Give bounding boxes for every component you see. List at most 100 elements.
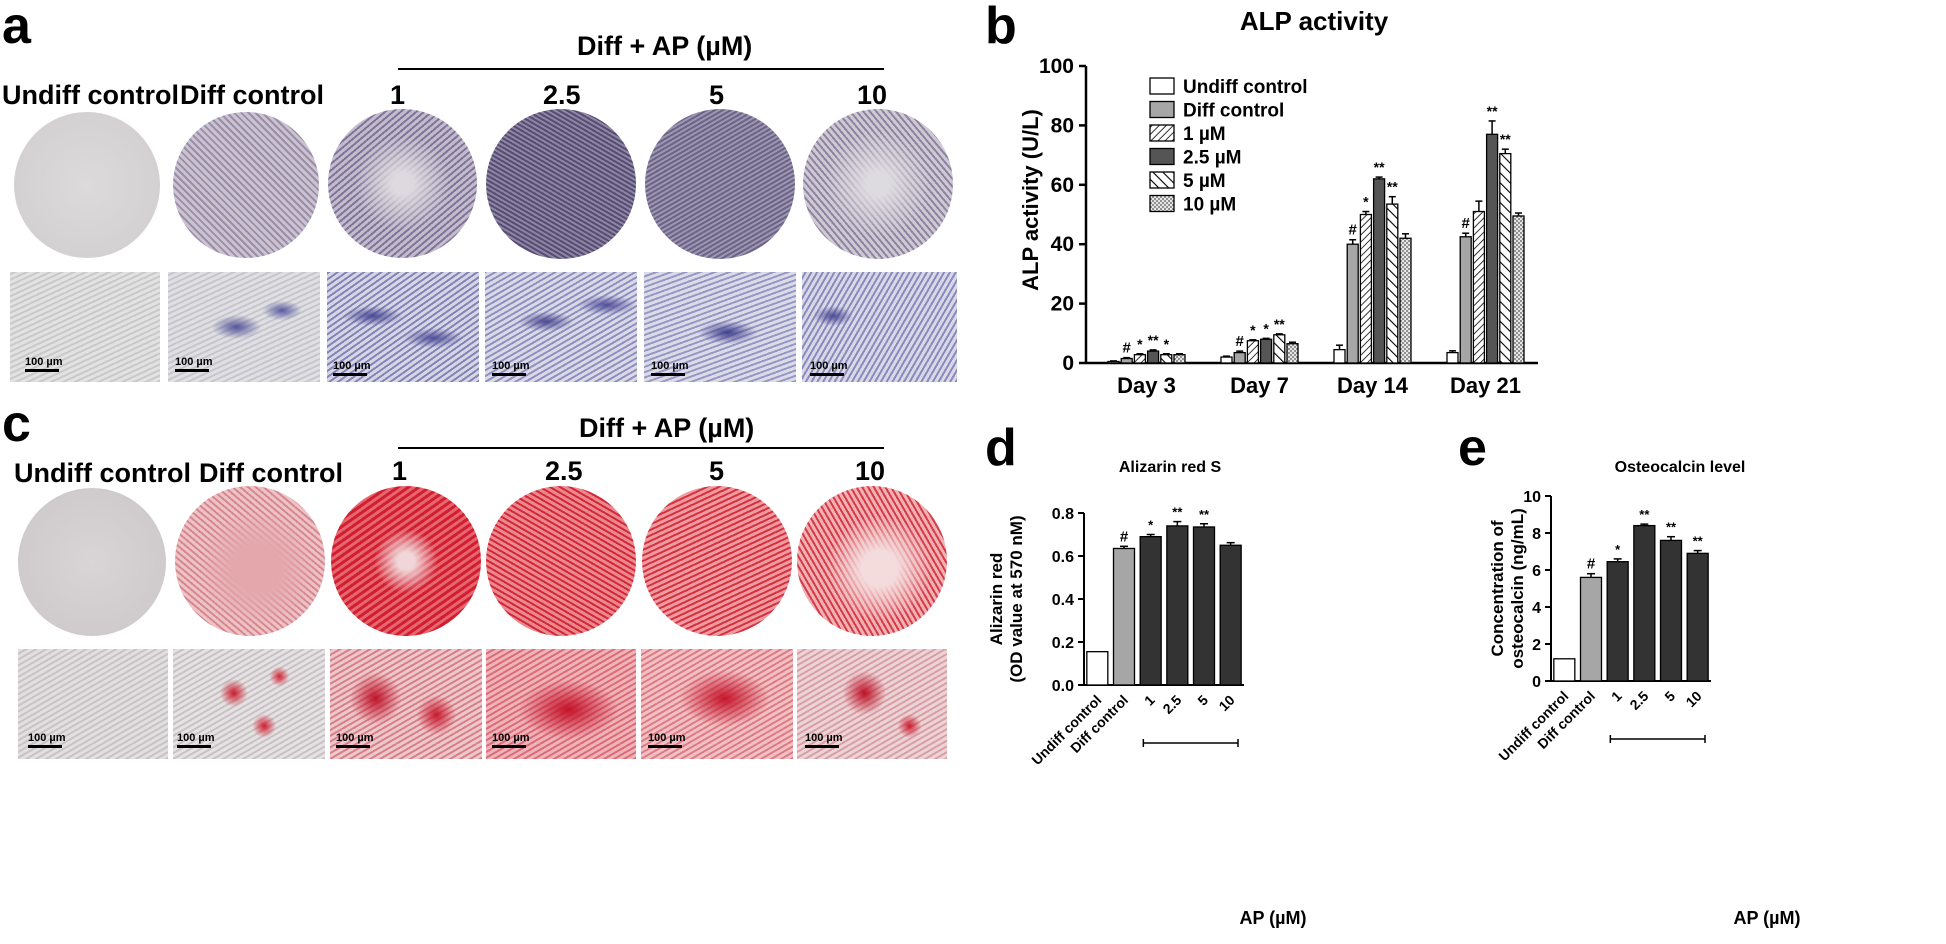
chart-b-bar bbox=[1333, 348, 1346, 364]
scale-bar-undiff-c: 100 µm bbox=[28, 732, 66, 748]
chart-e-significance-mark: # bbox=[1587, 556, 1596, 573]
chart-d-group-label: AP (µM) bbox=[1239, 908, 1306, 928]
chart-d-ylabel-line: Alizarin red bbox=[987, 553, 1006, 646]
chart-b-legend-label: 10 µM bbox=[1183, 195, 1236, 216]
chart-b-significance-mark: * bbox=[1363, 194, 1369, 210]
chart-d-y-tick-label: 0.2 bbox=[1052, 635, 1074, 652]
chart-b-ylabel: ALP activity (U/L) bbox=[1018, 109, 1043, 291]
chart-e-bar bbox=[1686, 552, 1709, 682]
well-image-undiff-c bbox=[18, 488, 166, 636]
micrograph-1-c bbox=[330, 649, 482, 759]
chart-b-y-tick-label: 100 bbox=[1039, 55, 1074, 78]
chart-b-bar bbox=[1173, 354, 1186, 364]
chart-d-y-tick-label: 0.8 bbox=[1052, 506, 1074, 523]
chart-e-category-label: 10 bbox=[1682, 688, 1704, 710]
chart-e-significance-mark: ** bbox=[1666, 520, 1677, 535]
col-label-2-5-c: 2.5 bbox=[545, 456, 583, 486]
chart-e-category-label: 2.5 bbox=[1626, 688, 1651, 713]
chart-b-bar bbox=[1446, 351, 1459, 364]
scale-bar-2-5-c: 100 µm bbox=[492, 732, 530, 748]
chart-d-category-label: 2.5 bbox=[1159, 692, 1184, 717]
micrograph-5-a bbox=[644, 272, 796, 382]
chart-b-legend-label: Undiff control bbox=[1183, 77, 1308, 98]
chart-b-significance-mark: ** bbox=[1500, 131, 1511, 147]
chart-d-category-label: 1 bbox=[1141, 692, 1158, 709]
chart-e-category-label: 5 bbox=[1661, 688, 1678, 705]
chart-e-y-tick-label: 0 bbox=[1532, 674, 1541, 691]
chart-b-bar bbox=[1459, 236, 1472, 364]
chart-b-bar bbox=[1146, 350, 1160, 364]
col-label-5-c: 5 bbox=[709, 456, 725, 486]
well-image-5-c bbox=[642, 486, 792, 636]
chart-e-ylabel-line: Concentration of bbox=[1488, 520, 1507, 656]
chart-e-y-tick-label: 2 bbox=[1532, 637, 1541, 654]
chart-b-category-label: Day 21 bbox=[1450, 373, 1521, 398]
chart-e-group-label: AP (µM) bbox=[1733, 908, 1800, 928]
chart-e-y-tick-label: 6 bbox=[1532, 563, 1541, 580]
scale-bar-10-a: 100 µm bbox=[810, 360, 848, 376]
well-image-2-5-c bbox=[486, 486, 636, 636]
chart-b-bar bbox=[1273, 334, 1286, 364]
scale-bar-undiff-a: 100 µm bbox=[25, 356, 63, 372]
micrograph-2-5-c bbox=[486, 649, 636, 759]
scale-bar-5-a: 100 µm bbox=[651, 360, 689, 376]
well-image-1-a bbox=[328, 109, 477, 258]
chart-b-significance-mark: # bbox=[1236, 333, 1245, 350]
chart-b-significance-mark: * bbox=[1137, 336, 1143, 352]
chart-e-bar bbox=[1553, 658, 1576, 682]
chart-b-legend-label: 2.5 µM bbox=[1183, 148, 1241, 169]
chart-b-y-tick-label: 80 bbox=[1051, 114, 1074, 137]
chart-b-bar bbox=[1399, 237, 1412, 364]
chart-e-bar bbox=[1633, 524, 1656, 682]
col-label-10-a: 10 bbox=[857, 80, 888, 110]
chart-d-y-tick-label: 0.6 bbox=[1052, 549, 1074, 566]
micrograph-10-c bbox=[797, 649, 947, 759]
chart-b-significance-mark: # bbox=[1123, 340, 1132, 357]
chart-e-bar bbox=[1606, 561, 1629, 682]
chart-d-title: Alizarin red S bbox=[1119, 459, 1222, 476]
chart-d-significance-mark: # bbox=[1120, 528, 1129, 545]
col-label-10-c: 10 bbox=[855, 456, 886, 486]
chart-b-significance-mark: ** bbox=[1148, 332, 1159, 348]
chart-osteocalcin: Osteocalcin level Concentration of osteoc… bbox=[1488, 459, 1801, 928]
chart-b-category-label: Day 7 bbox=[1230, 373, 1289, 398]
well-image-undiff-a bbox=[14, 112, 160, 258]
chart-d-bar bbox=[1192, 526, 1216, 686]
chart-d-bar bbox=[1166, 525, 1189, 686]
chart-b-legend-swatch bbox=[1149, 77, 1175, 95]
micrograph-undiff-a bbox=[10, 272, 160, 382]
panel-label-c: c bbox=[2, 395, 31, 453]
chart-d-significance-mark: ** bbox=[1172, 505, 1183, 520]
chart-b-bar bbox=[1233, 351, 1246, 364]
chart-d-ylabel-line: (OD value at 570 nM) bbox=[1007, 515, 1026, 682]
chart-d-category-label: 10 bbox=[1215, 692, 1237, 714]
chart-e-bar bbox=[1579, 576, 1603, 682]
chart-d-category-label: 5 bbox=[1194, 692, 1211, 709]
chart-b-bar bbox=[1472, 210, 1486, 364]
chart-d-bar bbox=[1139, 536, 1162, 686]
well-image-diff-a bbox=[173, 112, 319, 258]
chart-b-y-tick-label: 20 bbox=[1051, 293, 1074, 316]
col-label-diff-c: Diff control bbox=[199, 458, 343, 488]
chart-b-y-tick-label: 60 bbox=[1051, 174, 1074, 197]
micrograph-diff-a bbox=[168, 272, 320, 382]
chart-d-bar bbox=[1086, 651, 1109, 686]
micrograph-1-a bbox=[327, 272, 479, 382]
scale-bar-1-a: 100 µm bbox=[333, 360, 371, 376]
chart-b-legend-swatch bbox=[1149, 100, 1175, 119]
chart-b-bar bbox=[1107, 360, 1120, 364]
chart-e-ylabel-line: osteocalcin (ng/mL) bbox=[1508, 508, 1527, 669]
chart-b-legend-swatch bbox=[1149, 194, 1175, 213]
chart-b-significance-mark: * bbox=[1164, 336, 1170, 352]
chart-b-legend-label: Diff control bbox=[1183, 101, 1284, 122]
well-image-1-c bbox=[331, 486, 481, 636]
chart-b-bar bbox=[1512, 215, 1525, 364]
chart-b-bar bbox=[1220, 356, 1233, 364]
col-label-undiff-a: Undiff control bbox=[2, 80, 179, 110]
micrograph-5-c bbox=[641, 649, 793, 759]
micrograph-2-5-a bbox=[485, 272, 637, 382]
chart-b-category-label: Day 3 bbox=[1117, 373, 1176, 398]
micrograph-10-a bbox=[802, 272, 957, 382]
chart-b-bar bbox=[1386, 203, 1399, 364]
chart-b-significance-mark: * bbox=[1263, 320, 1269, 336]
